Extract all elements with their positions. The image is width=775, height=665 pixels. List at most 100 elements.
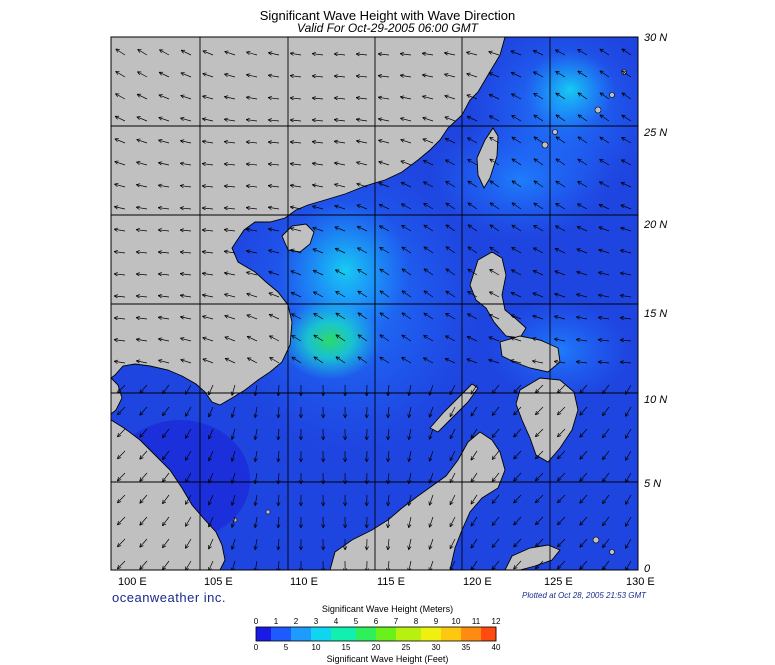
wave-arrow <box>488 72 500 78</box>
wave-arrow <box>136 93 148 100</box>
wave-arrow <box>117 472 126 482</box>
colorbar-swatch <box>321 627 327 641</box>
wave-arrowhead <box>356 139 361 144</box>
wave-arrow <box>510 359 522 364</box>
wave-arrowhead <box>557 543 562 548</box>
wave-arrowhead <box>620 226 625 231</box>
wave-arrowhead <box>399 52 404 57</box>
wave-arrowhead <box>298 502 303 507</box>
wave-arrowhead <box>185 478 189 483</box>
wave-arrow <box>577 70 588 78</box>
wave-arrow <box>268 314 280 320</box>
wave-arrowhead <box>312 269 318 274</box>
wave-arrow <box>491 406 500 416</box>
wave-arrow <box>313 334 324 342</box>
colorbar-swatch <box>346 627 352 641</box>
wave-arrowhead <box>246 73 251 78</box>
wave-arrow <box>533 136 544 144</box>
wave-arrowhead <box>223 206 228 211</box>
wave-arrowhead <box>355 52 360 57</box>
wave-arrow <box>379 247 390 254</box>
wave-arrow <box>268 206 280 210</box>
wave-arrowhead <box>364 458 369 463</box>
wave-arrowhead <box>253 479 258 485</box>
island <box>594 106 602 114</box>
land-palawan <box>429 383 479 433</box>
wave-arrow <box>400 160 412 166</box>
wave-arrowhead <box>579 499 584 504</box>
wave-arrow <box>491 494 500 504</box>
wave-arrowhead <box>400 117 405 122</box>
wave-arrow <box>379 268 390 276</box>
wave-arrowhead <box>401 357 406 361</box>
wave-arrow <box>202 95 214 100</box>
wave-arrowhead <box>625 478 629 483</box>
wave-arrowhead <box>467 268 472 273</box>
wave-arrowhead <box>117 565 122 570</box>
lat-label: 15 N <box>644 308 668 320</box>
wave-arrow <box>231 472 236 484</box>
wave-arrowhead <box>488 358 493 363</box>
wave-arrowhead <box>467 159 472 163</box>
wave-arrow <box>114 183 126 188</box>
wave-arrow <box>290 141 302 144</box>
wave-arrow <box>180 207 192 210</box>
wave-arrowhead <box>407 391 412 396</box>
wave-arrowhead <box>230 435 235 440</box>
wave-arrowhead <box>513 565 518 570</box>
wave-arrowhead <box>202 72 207 77</box>
wave-arrowhead <box>532 314 537 319</box>
wave-arrow <box>513 494 522 504</box>
colorbar-feet-tick: 30 <box>431 643 441 652</box>
wave-arrow <box>114 317 126 320</box>
lat-label: 10 N <box>644 394 668 406</box>
wave-arrowhead <box>253 523 258 529</box>
wave-arrow <box>532 360 544 364</box>
wave-arrowhead <box>399 73 405 78</box>
colorbar-swatch <box>486 627 492 641</box>
colorbar-swatch <box>301 627 307 641</box>
wave-arrow <box>620 272 632 276</box>
wave-arrow <box>158 229 170 232</box>
wave-arrow <box>511 202 522 210</box>
wave-arrowhead <box>554 315 559 320</box>
wave-arrow <box>489 158 500 166</box>
wave-arrowhead <box>599 92 604 97</box>
colorbar-meter-tick: 2 <box>293 617 299 626</box>
wave-arrow <box>387 472 390 484</box>
wave-arrow <box>114 360 126 364</box>
wave-arrow <box>378 96 390 100</box>
wave-arrowhead <box>421 51 427 56</box>
wave-arrow <box>378 75 390 78</box>
wave-arrowhead <box>378 139 383 144</box>
wave-arrow <box>576 226 588 232</box>
wave-arrow <box>312 162 324 166</box>
wave-arrow <box>334 226 346 232</box>
wave-arrow <box>429 406 434 418</box>
wave-arrowhead <box>291 356 296 361</box>
wave-arrow <box>254 494 258 506</box>
wave-arrow <box>180 337 192 342</box>
colorbar-swatch <box>466 627 472 641</box>
wave-arrow <box>470 560 478 570</box>
colorbar-swatch <box>356 627 362 641</box>
wave-arrowhead <box>135 227 141 233</box>
wave-arrowhead <box>223 249 229 254</box>
wave-arrow <box>379 334 390 342</box>
wave-arrow <box>621 114 632 122</box>
wave-arrowhead <box>423 268 428 273</box>
wave-arrowhead <box>625 544 629 549</box>
wave-arrow <box>246 96 258 100</box>
wave-arrow <box>136 229 148 232</box>
wave-arrowhead <box>157 205 163 211</box>
wave-arrow <box>255 560 258 570</box>
wave-arrow <box>268 74 280 78</box>
wave-arrow <box>158 184 170 188</box>
wave-arrow <box>620 317 632 320</box>
wave-arrowhead <box>290 205 295 210</box>
wave-arrowhead <box>602 499 607 505</box>
wave-arrowhead <box>230 523 235 528</box>
wave-arrowhead <box>113 316 118 321</box>
wave-arrow <box>136 317 148 320</box>
